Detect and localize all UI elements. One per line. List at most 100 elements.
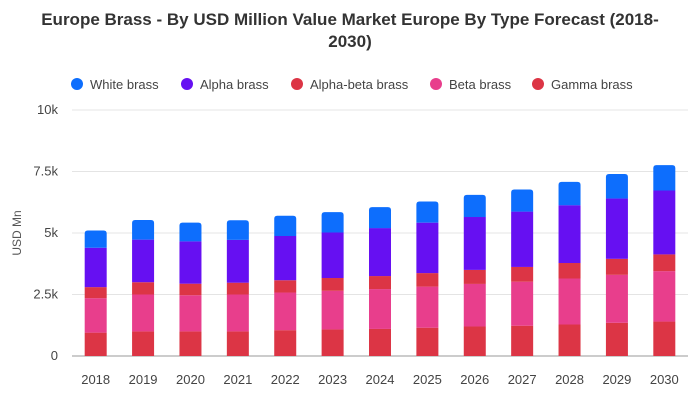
bar-alpha-brass-2023[interactable]	[321, 232, 344, 279]
bar-gamma-brass-2019[interactable]	[132, 331, 155, 356]
bar-alpha-beta-brass-2024[interactable]	[369, 276, 391, 290]
legend-item-white-brass[interactable]: White brass	[71, 75, 159, 93]
y-axis-title: USD Mn	[10, 210, 24, 255]
y-tick-label: 2.5k	[33, 287, 58, 302]
legend-label-white-brass: White brass	[90, 76, 159, 92]
bar-white-brass-2023[interactable]	[321, 212, 344, 233]
bar-beta-brass-2027[interactable]	[511, 281, 534, 326]
bar-gamma-brass-2022[interactable]	[274, 330, 297, 356]
bar-beta-brass-2025[interactable]	[416, 286, 439, 328]
legend-item-alpha-beta-brass[interactable]: Alpha-beta brass	[291, 75, 408, 93]
bar-white-brass-2018[interactable]	[84, 230, 107, 248]
bar-alpha-beta-brass-2026[interactable]	[463, 269, 486, 284]
chart-legend: White brass Alpha brass Alpha-beta brass…	[0, 75, 700, 93]
bar-alpha-beta-brass-2027[interactable]	[511, 266, 534, 282]
bar-alpha-brass-2030[interactable]	[653, 190, 676, 255]
bar-alpha-beta-brass-2021[interactable]	[226, 282, 249, 295]
bar-alpha-brass-2025[interactable]	[416, 222, 439, 274]
bar-gamma-brass-2029[interactable]	[605, 322, 628, 356]
bar-alpha-brass-2026[interactable]	[463, 217, 486, 270]
legend-swatch-beta-brass	[430, 78, 442, 90]
x-tick-label: 2019	[129, 372, 158, 387]
x-tick-label: 2023	[318, 372, 347, 387]
bar-alpha-beta-brass-2029[interactable]	[605, 258, 628, 275]
axes: 0 2.5k 5k 7.5k 10k USD Mn 2018 2019 2020 2021 2022…	[10, 102, 679, 387]
bar-alpha-brass-2021[interactable]	[226, 239, 249, 283]
bar-gamma-brass-2021[interactable]	[226, 331, 249, 356]
bar-beta-brass-2019[interactable]	[132, 294, 155, 332]
legend-label-alpha-brass: Alpha brass	[200, 76, 269, 92]
bar-beta-brass-2028[interactable]	[558, 278, 581, 325]
legend-swatch-alpha-brass	[181, 78, 193, 90]
bar-white-brass-2022[interactable]	[274, 215, 297, 236]
legend-swatch-alpha-beta-brass	[291, 78, 303, 90]
x-tick-label: 2025	[413, 372, 442, 387]
bar-beta-brass-2030[interactable]	[653, 271, 676, 322]
bar-alpha-beta-brass-2019[interactable]	[132, 282, 155, 295]
bar-white-brass-2020[interactable]	[179, 222, 202, 242]
bar-alpha-beta-brass-2028[interactable]	[558, 263, 581, 279]
bar-white-brass-2026[interactable]	[463, 194, 486, 218]
bar-alpha-brass-2028[interactable]	[558, 205, 581, 264]
bar-white-brass-2028[interactable]	[558, 181, 581, 206]
bar-beta-brass-2018[interactable]	[84, 298, 107, 333]
bar-gamma-brass-2025[interactable]	[416, 327, 439, 356]
bar-beta-brass-2029[interactable]	[605, 274, 628, 323]
bar-alpha-beta-brass-2025[interactable]	[416, 273, 439, 287]
bar-beta-brass-2022[interactable]	[274, 292, 297, 331]
bar-gamma-brass-2023[interactable]	[321, 329, 344, 356]
x-tick-label: 2020	[176, 372, 205, 387]
bar-white-brass-2025[interactable]	[416, 201, 439, 223]
y-tick-label: 0	[51, 348, 58, 363]
bar-beta-brass-2021[interactable]	[226, 294, 249, 332]
bar-alpha-brass-2018[interactable]	[84, 247, 107, 288]
legend-swatch-white-brass	[71, 78, 83, 90]
x-tick-label: 2021	[223, 372, 252, 387]
bar-alpha-brass-2022[interactable]	[274, 235, 297, 281]
x-tick-label: 2027	[508, 372, 537, 387]
bars	[84, 165, 676, 356]
bar-white-brass-2021[interactable]	[226, 220, 249, 240]
bar-gamma-brass-2028[interactable]	[558, 324, 581, 356]
bar-alpha-beta-brass-2022[interactable]	[274, 280, 297, 293]
bar-alpha-beta-brass-2018[interactable]	[84, 287, 107, 299]
x-tick-label: 2026	[460, 372, 489, 387]
legend-label-alpha-beta-brass: Alpha-beta brass	[310, 76, 409, 92]
x-tick-label: 2024	[366, 372, 395, 387]
bar-alpha-brass-2029[interactable]	[605, 198, 628, 259]
bar-alpha-brass-2024[interactable]	[369, 228, 391, 277]
bar-alpha-beta-brass-2030[interactable]	[653, 254, 676, 272]
bar-gamma-brass-2027[interactable]	[511, 325, 534, 356]
legend-swatch-gamma-brass	[532, 78, 544, 90]
bar-beta-brass-2024[interactable]	[369, 289, 391, 329]
bar-beta-brass-2020[interactable]	[179, 295, 202, 332]
bar-white-brass-2027[interactable]	[511, 189, 534, 212]
bar-white-brass-2024[interactable]	[369, 207, 391, 229]
bar-white-brass-2030[interactable]	[653, 165, 676, 191]
y-tick-label: 5k	[44, 225, 58, 240]
bar-alpha-brass-2019[interactable]	[132, 239, 155, 283]
bar-gamma-brass-2020[interactable]	[179, 331, 202, 356]
bar-alpha-beta-brass-2023[interactable]	[321, 278, 344, 291]
bar-beta-brass-2026[interactable]	[463, 283, 486, 327]
legend-item-gamma-brass[interactable]: Gamma brass	[532, 75, 633, 93]
x-tick-label: 2022	[271, 372, 300, 387]
bar-white-brass-2019[interactable]	[132, 219, 155, 240]
bar-white-brass-2029[interactable]	[605, 173, 628, 199]
bar-gamma-brass-2026[interactable]	[463, 326, 486, 356]
y-tick-label: 10k	[37, 102, 58, 117]
bar-gamma-brass-2024[interactable]	[369, 328, 391, 356]
bar-alpha-brass-2027[interactable]	[511, 211, 534, 267]
bar-gamma-brass-2018[interactable]	[84, 332, 107, 356]
legend-item-beta-brass[interactable]: Beta brass	[430, 75, 511, 93]
legend-label-gamma-brass: Gamma brass	[551, 76, 633, 92]
bar-beta-brass-2023[interactable]	[321, 290, 344, 330]
x-tick-label: 2030	[650, 372, 679, 387]
bar-alpha-brass-2020[interactable]	[179, 241, 202, 284]
bar-gamma-brass-2030[interactable]	[653, 321, 676, 356]
bar-alpha-beta-brass-2020[interactable]	[179, 283, 202, 296]
x-tick-label: 2028	[555, 372, 584, 387]
x-tick-label: 2029	[602, 372, 631, 387]
legend-item-alpha-brass[interactable]: Alpha brass	[181, 75, 269, 93]
